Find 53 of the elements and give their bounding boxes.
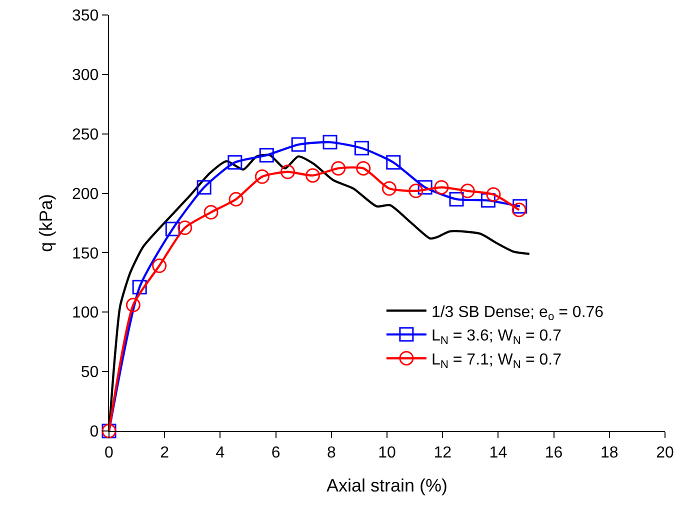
y-tick-label: 350 — [72, 8, 99, 25]
point — [165, 222, 180, 236]
x-axis-title: Axial strain (%) — [326, 475, 448, 496]
point — [382, 181, 396, 196]
point — [132, 280, 147, 294]
point — [486, 187, 501, 202]
point — [280, 164, 295, 180]
y-tick-label: 200 — [72, 186, 99, 203]
y-tick-label: 50 — [80, 364, 99, 382]
point — [386, 155, 401, 170]
point — [354, 140, 369, 156]
legend-label: L$_{N}$ = 7.1; W$_{N}$ = 0.7 — [431, 351, 562, 371]
legend-label: 1/3 SB Dense; e$_{o}$ = 0.76 — [431, 304, 604, 324]
x-tick-label: 16 — [544, 444, 563, 462]
point — [178, 220, 192, 235]
point — [512, 202, 526, 218]
x-tick-label: 12 — [434, 444, 452, 462]
x-tick-label: 0 — [104, 444, 114, 462]
point — [152, 258, 167, 274]
point — [460, 184, 475, 198]
x-tick-label: 14 — [489, 444, 508, 462]
y-tick-label: 0 — [90, 424, 99, 441]
point — [291, 137, 306, 152]
x-tick-label: 20 — [656, 444, 674, 462]
x-tick-label: 18 — [600, 444, 618, 462]
point — [259, 148, 274, 162]
x-tick-label: 6 — [271, 444, 280, 462]
point — [228, 155, 242, 170]
point — [449, 192, 464, 206]
point — [228, 192, 244, 206]
point — [322, 134, 338, 150]
x-tick-label: 2 — [160, 444, 170, 462]
x-tick-label: 8 — [326, 444, 336, 462]
y-axis-title: q (kPa) — [36, 194, 56, 252]
point — [204, 205, 218, 220]
legend-label: L$_{N}$ = 3.6; W$_{N}$ = 0.7 — [431, 328, 562, 348]
point — [418, 180, 432, 195]
y-tick-label: 150 — [72, 245, 99, 262]
y-tick-label: 300 — [72, 67, 99, 84]
x-tick-label: 4 — [216, 444, 225, 462]
point — [196, 180, 212, 195]
point — [512, 199, 528, 214]
point — [434, 180, 449, 195]
y-tick-label: 250 — [72, 126, 99, 144]
point — [331, 161, 346, 176]
x-tick-label: 10 — [378, 444, 396, 462]
point — [408, 184, 424, 198]
point — [126, 298, 140, 312]
point — [306, 168, 320, 183]
point — [254, 169, 270, 184]
y-tick-label: 100 — [72, 304, 99, 322]
point — [356, 161, 371, 176]
point — [480, 193, 496, 208]
